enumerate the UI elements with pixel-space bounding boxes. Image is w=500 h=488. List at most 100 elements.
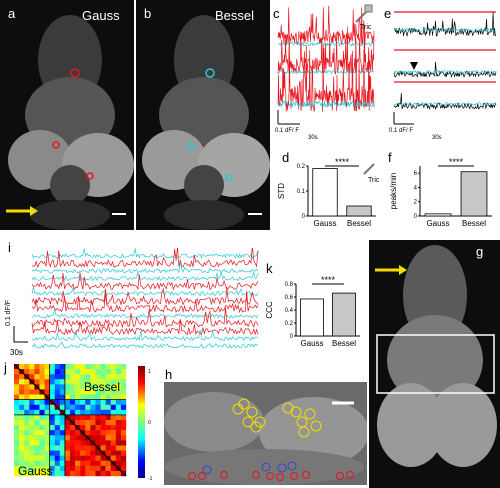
- x-tick-label: Bessel: [462, 219, 486, 228]
- roi-red: [266, 472, 274, 480]
- panel-d-tric-label: Tric: [368, 177, 380, 184]
- bar-bessel: [332, 292, 356, 337]
- panel-f-chart: 0 2 4 6 peaks/min Gauss Bessel ****: [389, 157, 492, 228]
- bar-gauss: [300, 298, 324, 337]
- roi-yellow: [290, 406, 302, 418]
- panel-i-scale-y: 0.1 dF/F: [5, 300, 12, 326]
- panel-h-letter: h: [165, 367, 173, 382]
- i-trace-4: [31, 271, 259, 282]
- colorbar-mid-label: 0: [148, 420, 151, 426]
- panel-a-image: [0, 0, 134, 230]
- y-tick-label: 0.6: [285, 295, 294, 301]
- panel-i-letter: i: [8, 240, 11, 255]
- panel-i-scale-x: 30s: [10, 348, 23, 357]
- y-axis-label: CCC: [265, 301, 274, 319]
- panel-a-title: Gauss: [82, 8, 120, 23]
- e-trace-black-1: [393, 12, 497, 38]
- y-tick-label: 0.2: [297, 164, 306, 170]
- x-tick-label: Bessel: [347, 219, 371, 228]
- whole-brain-image: [369, 240, 500, 488]
- panel-g-image: [369, 240, 500, 488]
- panel-c-scale-y: 0.1 dF/ F: [275, 128, 299, 134]
- panel-j-bessel-label: Bessel: [84, 380, 121, 394]
- y-tick-label: 0.1: [297, 189, 306, 195]
- i-trace-11: [31, 319, 259, 336]
- y-axis-label: STD: [277, 183, 286, 199]
- roi-red: [276, 473, 284, 481]
- i-trace-1: [31, 248, 259, 259]
- zoom-region-box: [376, 334, 495, 394]
- i-trace-13: [31, 341, 259, 349]
- colorbar: [138, 366, 145, 478]
- y-tick-label: 6: [414, 171, 418, 177]
- panel-f-letter: f: [388, 150, 392, 165]
- colorbar-top-label: 1: [148, 369, 151, 375]
- i-trace-5: [31, 272, 259, 291]
- roi-yellow: [298, 426, 310, 438]
- y-axis-label: peaks/min: [389, 173, 398, 209]
- gauss-brain-image: [0, 0, 134, 230]
- c-trace-bessel-3: [277, 100, 375, 108]
- i-trace-10: [31, 307, 259, 329]
- e-trace-black-3: [393, 93, 497, 111]
- panel-j-labels: 1 0 -1: [138, 366, 153, 482]
- panel-j-letter: j: [4, 360, 7, 375]
- e-trace-cyan-2: [393, 69, 497, 75]
- roi-blue: [277, 463, 287, 473]
- i-trace-3: [31, 261, 259, 274]
- panel-j-gauss-label: Gauss: [18, 464, 53, 478]
- tric-icon: [355, 4, 373, 23]
- x-tick-label: Gauss: [426, 219, 449, 228]
- panel-d-chart: 0 0.1 0.2 STD Gauss Bessel **** Tric: [277, 157, 380, 228]
- panel-c-tric-label: Tric: [360, 24, 372, 31]
- e-trace-cyan-1: [393, 27, 497, 33]
- e-trace-black-2: [393, 61, 497, 79]
- significance-label: ****: [449, 157, 464, 167]
- event-arrowhead: [410, 62, 418, 70]
- i-trace-12: [31, 329, 259, 342]
- roi-cyan-2: [187, 142, 195, 150]
- panel-e-letter: e: [384, 6, 392, 21]
- roi-yellow: [238, 398, 250, 410]
- x-tick-label: Gauss: [300, 339, 323, 348]
- panel-c-traces: Tric 0.1 dF/ F 30s: [275, 4, 375, 141]
- roi-red: [302, 471, 310, 479]
- panel-a-letter: a: [8, 6, 16, 21]
- y-tick-label: 0.4: [285, 308, 294, 314]
- panel-i-traces: 0.1 dF/F 30s: [5, 248, 259, 357]
- y-tick-label: 4: [414, 185, 418, 191]
- panel-e-scale-y: 0.1 dF/ F: [389, 128, 413, 134]
- panel-h-image: [164, 382, 367, 485]
- roi-red: [336, 472, 344, 480]
- roi-red: [290, 472, 298, 480]
- roi-yellow: [246, 406, 258, 418]
- y-tick-label: 2: [414, 200, 418, 206]
- roi-red: [252, 471, 260, 479]
- y-tick-label: 0: [302, 214, 306, 220]
- i-trace-8: [31, 290, 259, 314]
- c-trace-gauss-2: [277, 25, 375, 75]
- i-trace-2: [31, 248, 259, 268]
- y-tick-label: 0.8: [285, 282, 294, 288]
- i-trace-7: [31, 286, 259, 306]
- bar-gauss: [312, 168, 338, 217]
- colorbar-bot-label: -1: [148, 476, 153, 482]
- panel-b-letter: b: [144, 6, 152, 21]
- roi-red: [346, 471, 354, 479]
- panel-c-scale-x: 30s: [308, 135, 318, 141]
- panel-b-image: [136, 0, 270, 230]
- bar-bessel: [460, 171, 488, 217]
- roi-red: [188, 472, 196, 480]
- significance-label: ****: [321, 275, 336, 285]
- roi-red-3: [86, 172, 94, 180]
- zoomed-brain-image: [164, 382, 367, 485]
- roi-blue: [261, 462, 271, 472]
- panel-e-scale-x: 30s: [432, 135, 442, 141]
- roi-red-1: [70, 68, 80, 78]
- y-tick-label: 0: [414, 214, 418, 220]
- roi-red-2: [52, 141, 60, 149]
- roi-red: [220, 471, 228, 479]
- roi-yellow: [310, 420, 322, 432]
- panel-j-matrix: [14, 364, 127, 477]
- panel-k-letter: k: [266, 261, 273, 276]
